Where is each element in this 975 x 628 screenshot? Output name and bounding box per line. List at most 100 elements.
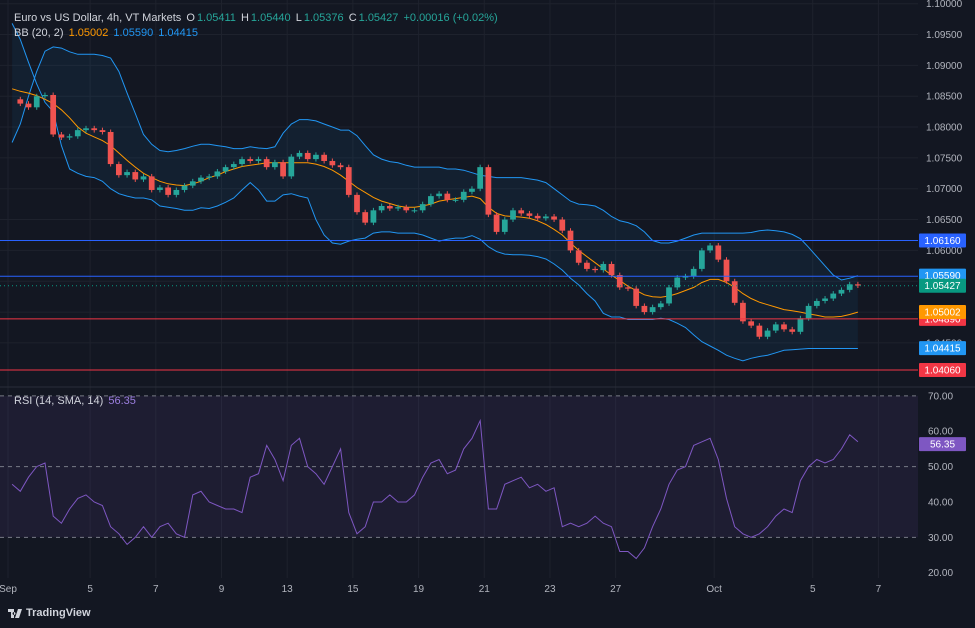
candle-body [140, 176, 147, 180]
candle-body [230, 164, 237, 168]
candle-body [764, 330, 771, 337]
candle-body [107, 131, 114, 165]
candle-body [625, 287, 631, 289]
candle-body [428, 196, 434, 205]
x-tick-label: 7 [876, 584, 882, 595]
x-tick-label: 9 [219, 584, 225, 595]
candle-body [148, 176, 155, 190]
candle-body [452, 199, 459, 201]
candle-body [124, 172, 130, 176]
candle-body [419, 204, 426, 211]
candle-body [280, 162, 286, 177]
candle-body [584, 262, 590, 269]
candle-body [740, 302, 746, 322]
resistance-1-label: 1.06160 [924, 236, 961, 247]
candle-body [313, 154, 319, 160]
candle-body [682, 276, 689, 278]
candle-body [748, 321, 755, 326]
candle-body [444, 193, 451, 200]
bb-lower-label-box [919, 341, 966, 356]
bb-basis-value: 1.05002 [68, 27, 109, 39]
rsi-tick-label: 30.00 [928, 533, 953, 544]
tradingview-icon [8, 608, 22, 618]
x-tick-label: 15 [347, 584, 359, 595]
grid [0, 0, 918, 578]
candle-body [838, 289, 845, 294]
support-1-label: 1.04890 [924, 314, 961, 325]
low-value: 1.05376 [303, 12, 344, 24]
y-tick-label: 1.06000 [926, 246, 963, 257]
candle-body [99, 130, 106, 132]
candle-body [288, 156, 295, 177]
candle-body [132, 172, 139, 180]
rsi-legend: RSI (14, SMA, 14) 56.35 [14, 395, 138, 407]
candle-body [534, 215, 541, 219]
y-tick-label: 1.06500 [926, 215, 963, 226]
candle-body [559, 219, 566, 231]
rsi-pane[interactable] [0, 395, 918, 560]
candle-body [542, 216, 549, 219]
candle-body [222, 167, 229, 172]
candle-body [337, 165, 344, 168]
candle-body [633, 288, 640, 306]
candle-body [436, 193, 442, 197]
close-label: C [348, 12, 357, 24]
candle-body [501, 219, 508, 232]
candle-body [657, 303, 664, 308]
close-value: 1.05427 [358, 12, 399, 24]
candle-body [460, 191, 467, 200]
y-tick-label: 1.09000 [926, 61, 963, 72]
candle-body [756, 325, 763, 337]
candle-body [723, 259, 730, 282]
candle-body [526, 213, 533, 216]
rsi-tick-label: 70.00 [928, 391, 953, 402]
bb-basis-label: 1.05002 [924, 307, 961, 318]
candle-body [666, 287, 672, 304]
candle-body [362, 212, 369, 223]
rsi-value: 56.35 [108, 395, 136, 407]
candle-body [165, 187, 171, 195]
candle-body [616, 275, 623, 288]
candle-body [510, 210, 516, 220]
price-pane[interactable] [0, 23, 918, 371]
change-value: +0.00016 (+0.02%) [403, 12, 498, 24]
rsi-tick-label: 60.00 [928, 427, 953, 438]
resistance-1-label-box [919, 233, 966, 248]
candle-body [370, 210, 377, 223]
x-tick-label: 27 [610, 584, 622, 595]
bb-legend: BB (20, 2) 1.05002 1.05590 1.04415 [14, 27, 200, 39]
current-price-label-box [919, 278, 966, 293]
symbol-title: Euro vs US Dollar, 4h, VT Markets [14, 12, 182, 24]
candle-body [50, 94, 57, 135]
bb-fill [12, 23, 858, 361]
candle-body [485, 167, 492, 215]
low-label: L [295, 12, 302, 24]
candle-body [411, 210, 418, 212]
candle-body [189, 181, 196, 186]
high-label: H [240, 12, 249, 24]
candle-body [329, 160, 336, 166]
candle-body [477, 167, 484, 189]
candle-body [715, 245, 722, 260]
candle-body [608, 263, 615, 276]
current-price-label: 1.05427 [924, 281, 961, 292]
high-value: 1.05440 [250, 12, 291, 24]
candle-body [247, 159, 254, 161]
candle-body [91, 128, 98, 131]
y-tick-label: 1.08000 [926, 123, 963, 134]
y-tick-label: 1.08500 [926, 92, 963, 103]
x-tick-label: 5 [810, 584, 816, 595]
x-tick-label: 7 [153, 584, 159, 595]
candle-body [822, 298, 828, 301]
bb-label: BB (20, 2) [14, 27, 64, 39]
x-tick-label: 21 [479, 584, 491, 595]
tradingview-logo[interactable]: TradingView [8, 607, 91, 619]
rsi-line [11, 418, 859, 560]
candle-body [83, 128, 89, 131]
candle-body [690, 268, 697, 277]
candle-body [354, 194, 360, 213]
bb-upper-line [11, 46, 859, 281]
candle-body [33, 96, 40, 108]
rsi-current-label: 56.35 [930, 440, 955, 451]
